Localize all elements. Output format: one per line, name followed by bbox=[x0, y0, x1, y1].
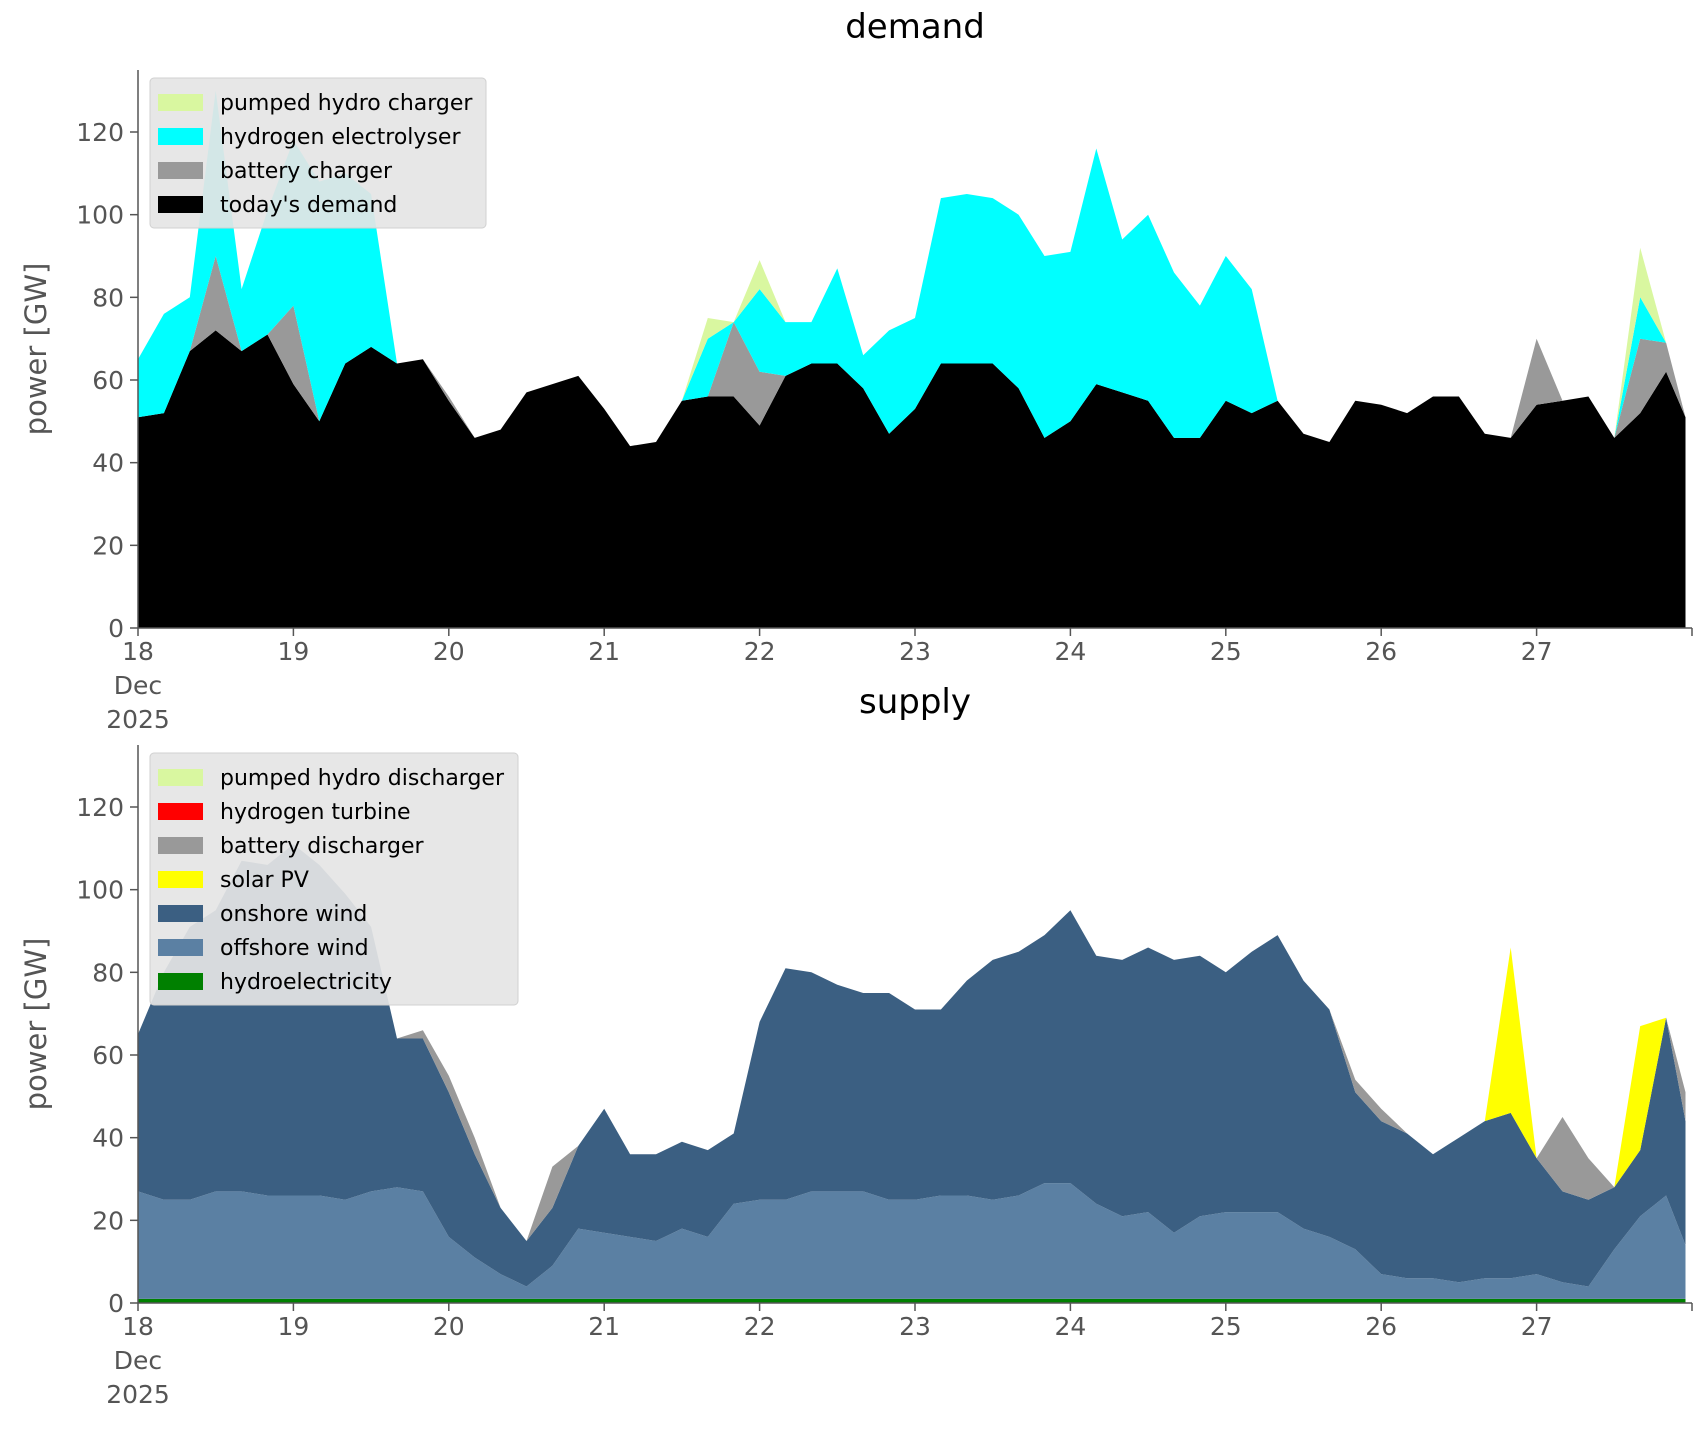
y-axis-label: power [GW] bbox=[19, 263, 53, 436]
x-tick-sublabel: 2025 bbox=[106, 705, 170, 734]
y-tick-label: 40 bbox=[92, 449, 124, 478]
legend-swatch bbox=[158, 94, 203, 111]
legend-swatch bbox=[158, 162, 203, 179]
supply-panel: supply 0 20 40 60 80 100 120 18 19 20 21 22 23 24 25 26 2… bbox=[19, 682, 1693, 1409]
x-tick-label: 23 bbox=[899, 1312, 931, 1341]
x-tick-label: 19 bbox=[277, 1312, 309, 1341]
x-tick-label: 22 bbox=[744, 1312, 776, 1341]
series-area-hydroelectricity bbox=[138, 1298, 1686, 1303]
chart-title: demand bbox=[845, 7, 985, 47]
series-area-hydrogen-electrolyser bbox=[138, 90, 1686, 447]
legend-label: hydrogen electrolyser bbox=[220, 125, 461, 150]
series-area-offshore-wind bbox=[138, 1183, 1686, 1299]
legend-label: onshore wind bbox=[220, 902, 367, 927]
y-tick-label: 100 bbox=[76, 201, 124, 230]
y-tick-label: 80 bbox=[92, 283, 124, 312]
legend-swatch bbox=[158, 196, 203, 213]
y-tick-label: 120 bbox=[76, 118, 124, 147]
x-tick-label: 25 bbox=[1210, 1312, 1242, 1341]
legend-swatch bbox=[158, 128, 203, 145]
x-tick-sublabel: 2025 bbox=[106, 1380, 170, 1409]
chart-title: supply bbox=[859, 682, 971, 722]
y-tick-label: 40 bbox=[92, 1124, 124, 1153]
legend-label: hydroelectricity bbox=[220, 970, 392, 995]
x-tick-label: 25 bbox=[1210, 637, 1242, 666]
x-tick-sublabel: Dec bbox=[114, 671, 162, 700]
y-tick-label: 60 bbox=[92, 366, 124, 395]
x-tick-label: 20 bbox=[433, 1312, 465, 1341]
x-tick-label: 19 bbox=[277, 637, 309, 666]
y-tick-label: 20 bbox=[92, 531, 124, 560]
x-tick-label: 20 bbox=[433, 637, 465, 666]
x-tick-label: 21 bbox=[588, 637, 620, 666]
series-area-today-s-demand bbox=[138, 330, 1686, 628]
x-tick-label: 21 bbox=[588, 1312, 620, 1341]
y-tick-label: 20 bbox=[92, 1206, 124, 1235]
demand-panel: demand 0 20 40 60 80 100 120 18 19 20 21 22 23 24 25 26 2… bbox=[19, 7, 1693, 734]
legend-label: pumped hydro charger bbox=[220, 91, 473, 116]
x-tick-label: 27 bbox=[1521, 637, 1553, 666]
legend-swatch bbox=[158, 803, 203, 820]
y-tick-label: 120 bbox=[76, 793, 124, 822]
x-tick-label: 24 bbox=[1054, 1312, 1086, 1341]
y-tick-label: 80 bbox=[92, 958, 124, 987]
x-tick-label: 24 bbox=[1054, 637, 1086, 666]
legend-label: offshore wind bbox=[220, 936, 369, 961]
legend-swatch bbox=[158, 973, 203, 990]
legend-swatch bbox=[158, 939, 203, 956]
legend-label: today's demand bbox=[220, 193, 397, 218]
x-tick-label: 27 bbox=[1521, 1312, 1553, 1341]
y-tick-label: 60 bbox=[92, 1041, 124, 1070]
legend-swatch bbox=[158, 871, 203, 888]
legend-label: hydrogen turbine bbox=[220, 800, 411, 825]
y-tick-label: 0 bbox=[108, 614, 124, 643]
legend-swatch bbox=[158, 837, 203, 854]
legend-label: battery discharger bbox=[220, 834, 425, 859]
y-tick-label: 100 bbox=[76, 876, 124, 905]
x-tick-label: 18 bbox=[122, 637, 154, 666]
x-tick-label: 26 bbox=[1365, 637, 1397, 666]
legend-swatch bbox=[158, 905, 203, 922]
x-tick-label: 22 bbox=[744, 637, 776, 666]
legend-swatch bbox=[158, 769, 203, 786]
x-tick-sublabel: Dec bbox=[114, 1346, 162, 1375]
y-tick-label: 0 bbox=[108, 1289, 124, 1318]
x-tick-label: 23 bbox=[899, 637, 931, 666]
legend-label: solar PV bbox=[220, 868, 309, 893]
legend-box bbox=[149, 77, 487, 229]
y-axis-label: power [GW] bbox=[19, 938, 53, 1111]
series-area-onshore-wind bbox=[138, 844, 1686, 1287]
legend-label: pumped hydro discharger bbox=[220, 766, 505, 791]
x-tick-label: 18 bbox=[122, 1312, 154, 1341]
legend-label: battery charger bbox=[220, 159, 393, 184]
legend-box bbox=[149, 752, 519, 1006]
x-tick-label: 26 bbox=[1365, 1312, 1397, 1341]
